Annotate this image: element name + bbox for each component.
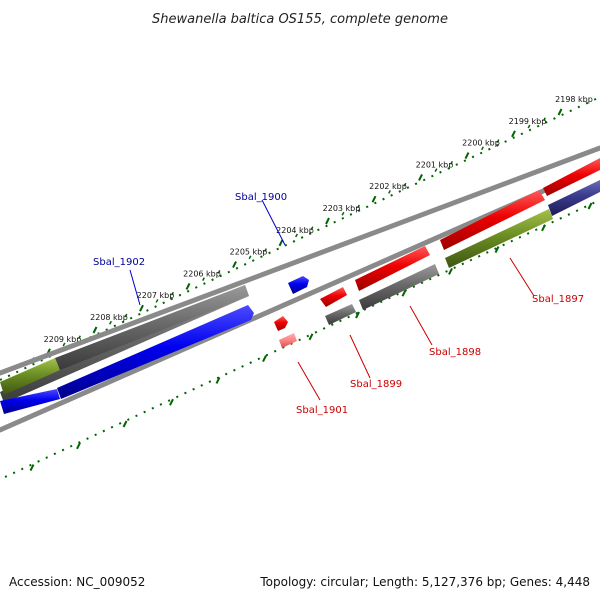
gene-label-sbal-1899[interactable]: Sbal_1899 <box>350 379 402 390</box>
lower-track-tick <box>122 420 128 428</box>
kbp-tick-minor <box>78 335 81 340</box>
grey-feature-1898[interactable] <box>359 264 439 310</box>
kbp-tick-minor <box>450 161 453 165</box>
kbp-tick-major <box>92 326 98 334</box>
kbp-tick-label: 2207 kbp <box>137 291 175 300</box>
kbp-tick-major <box>139 304 144 312</box>
lower-track-ticks <box>29 202 593 472</box>
lower-dotted-track <box>4 199 600 478</box>
kbp-tick-minor <box>543 117 546 122</box>
kbp-tick-label: 2204 kbp <box>276 226 314 235</box>
gene-label-sbal-1900[interactable]: Sbal_1900 <box>235 192 287 203</box>
lower-track-tick <box>169 398 174 406</box>
sbal-1901-feature-b[interactable] <box>279 333 297 348</box>
olive-feature-left <box>0 358 60 395</box>
backbone-rail-upper <box>0 145 600 376</box>
kbp-tick-major <box>557 108 563 116</box>
lower-track-tick <box>355 311 360 319</box>
kbp-tick-minor <box>264 248 267 252</box>
kbp-tick-minor <box>109 320 112 325</box>
kbp-tick-minor <box>481 146 484 151</box>
olive-feature-1897[interactable] <box>445 209 553 268</box>
red-feature-right <box>543 158 600 196</box>
lower-track-tick <box>401 289 407 297</box>
red-feature-1897[interactable] <box>440 190 545 250</box>
kbp-tick-label: 2199 kbp <box>509 117 547 126</box>
lower-track-tick <box>262 355 267 363</box>
feature-track-left <box>0 285 254 414</box>
genome-summary-text: Topology: circular; Length: 5,127,376 bp… <box>259 575 590 589</box>
gene-label-sbal-1897[interactable]: Sbal_1897 <box>532 294 584 305</box>
kbp-ruler-labels: 2198 kbp 2199 kbp 2200 kbp 2201 kbp 2202 kbp… <box>44 95 593 344</box>
kbp-tick-label: 2203 kbp <box>323 204 361 213</box>
lower-track-tick <box>215 376 221 384</box>
kbp-tick-major <box>371 195 377 203</box>
kbp-tick-minor <box>202 277 205 281</box>
kbp-tick-minor <box>341 211 345 216</box>
kbp-ruler-ticks <box>16 108 563 369</box>
gene-label-sbal-1898[interactable]: Sbal_1898 <box>429 347 481 358</box>
kbp-tick-minor <box>295 233 298 238</box>
feature-track-right <box>320 158 600 325</box>
kbp-tick-minor <box>124 313 128 318</box>
navy-feature-right <box>548 180 600 216</box>
kbp-tick-minor <box>388 190 391 194</box>
lower-track-tick <box>308 333 314 341</box>
kbp-tick-minor <box>496 139 500 143</box>
kbp-tick-minor <box>357 204 360 209</box>
kbp-tick-minor <box>171 291 174 296</box>
kbp-tick-minor <box>62 342 66 347</box>
kbp-tick-major <box>232 261 237 269</box>
lower-track-tick <box>448 267 453 275</box>
blue-feature-left <box>0 389 60 414</box>
blue-feature-long <box>57 305 254 399</box>
kbp-tick-label: 2209 kbp <box>44 335 82 344</box>
red-feature-1898[interactable] <box>355 246 430 291</box>
kbp-tick-label: 2208 kbp <box>90 313 128 322</box>
kbp-tick-minor <box>403 182 407 187</box>
kbp-tick-minor <box>248 255 252 260</box>
lower-track-tick <box>29 464 35 472</box>
kbp-tick-label: 2202 kbp <box>369 182 407 191</box>
lower-track-tick <box>494 246 500 254</box>
kbp-tick-minor <box>434 168 438 172</box>
kbp-tick-major <box>185 282 191 290</box>
lower-track-tick <box>587 202 593 210</box>
kbp-tick-label: 2198 kbp <box>555 95 593 104</box>
grey-feature-long <box>55 285 249 370</box>
gene-label-leaders <box>129 199 535 401</box>
red-feature-1899[interactable] <box>320 287 347 307</box>
kbp-tick-major <box>278 239 284 247</box>
kbp-tick-major <box>464 152 470 160</box>
grey-feature-1899[interactable] <box>325 304 356 325</box>
kbp-tick-major <box>511 130 516 138</box>
kbp-tick-minor <box>217 270 221 274</box>
lower-track-tick <box>541 224 546 232</box>
kbp-tick-minor <box>155 299 159 303</box>
kbp-tick-minor <box>527 124 531 129</box>
kbp-tick-label: 2206 kbp <box>183 269 221 278</box>
gene-label-sbal-1901[interactable]: Sbal_1901 <box>296 405 348 416</box>
lower-track-tick <box>76 442 81 450</box>
kbp-tick-major <box>418 173 423 181</box>
accession-text: Accession: NC_009052 <box>9 575 145 589</box>
kbp-tick-label: 2205 kbp <box>230 248 268 257</box>
sbal-1901-feature-a[interactable] <box>274 316 288 331</box>
gene-label-sbal-1902[interactable]: Sbal_1902 <box>93 257 145 268</box>
kbp-tick-label: 2201 kbp <box>416 160 454 169</box>
sbal-1900-feature[interactable] <box>288 276 309 294</box>
kbp-tick-label: 2200 kbp <box>462 139 500 148</box>
map-title: Shewanella baltica OS155, complete genom… <box>152 12 448 27</box>
kbp-tick-major <box>325 217 330 225</box>
kbp-tick-minor <box>310 226 314 231</box>
